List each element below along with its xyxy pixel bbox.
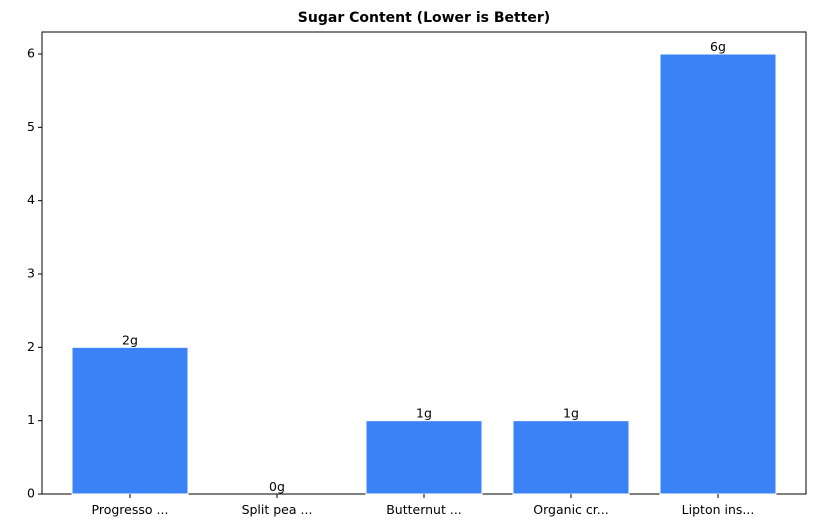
- y-tick-label: 0: [27, 486, 35, 501]
- x-tick-label: Organic cr...: [533, 502, 608, 517]
- y-tick-label: 5: [27, 119, 35, 134]
- y-tick-label: 3: [27, 266, 35, 281]
- y-tick-label: 4: [27, 192, 35, 207]
- bar: [71, 346, 189, 495]
- value-label: 1g: [416, 406, 432, 421]
- value-label: 6g: [710, 39, 726, 54]
- x-tick-label: Butternut ...: [386, 502, 462, 517]
- y-tick-label: 1: [27, 412, 35, 427]
- x-tick-label: Lipton ins...: [682, 502, 755, 517]
- bar: [365, 420, 483, 495]
- value-label: 2g: [122, 332, 138, 347]
- bar: [512, 420, 630, 495]
- bar: [659, 53, 777, 495]
- value-label: 1g: [563, 406, 579, 421]
- chart-title: Sugar Content (Lower is Better): [298, 10, 550, 26]
- y-tick-label: 6: [27, 46, 35, 61]
- x-tick-label: Split pea ...: [242, 502, 313, 517]
- value-label: 0g: [269, 479, 285, 494]
- y-tick-label: 2: [27, 339, 35, 354]
- x-tick-label: Progresso ...: [92, 502, 169, 517]
